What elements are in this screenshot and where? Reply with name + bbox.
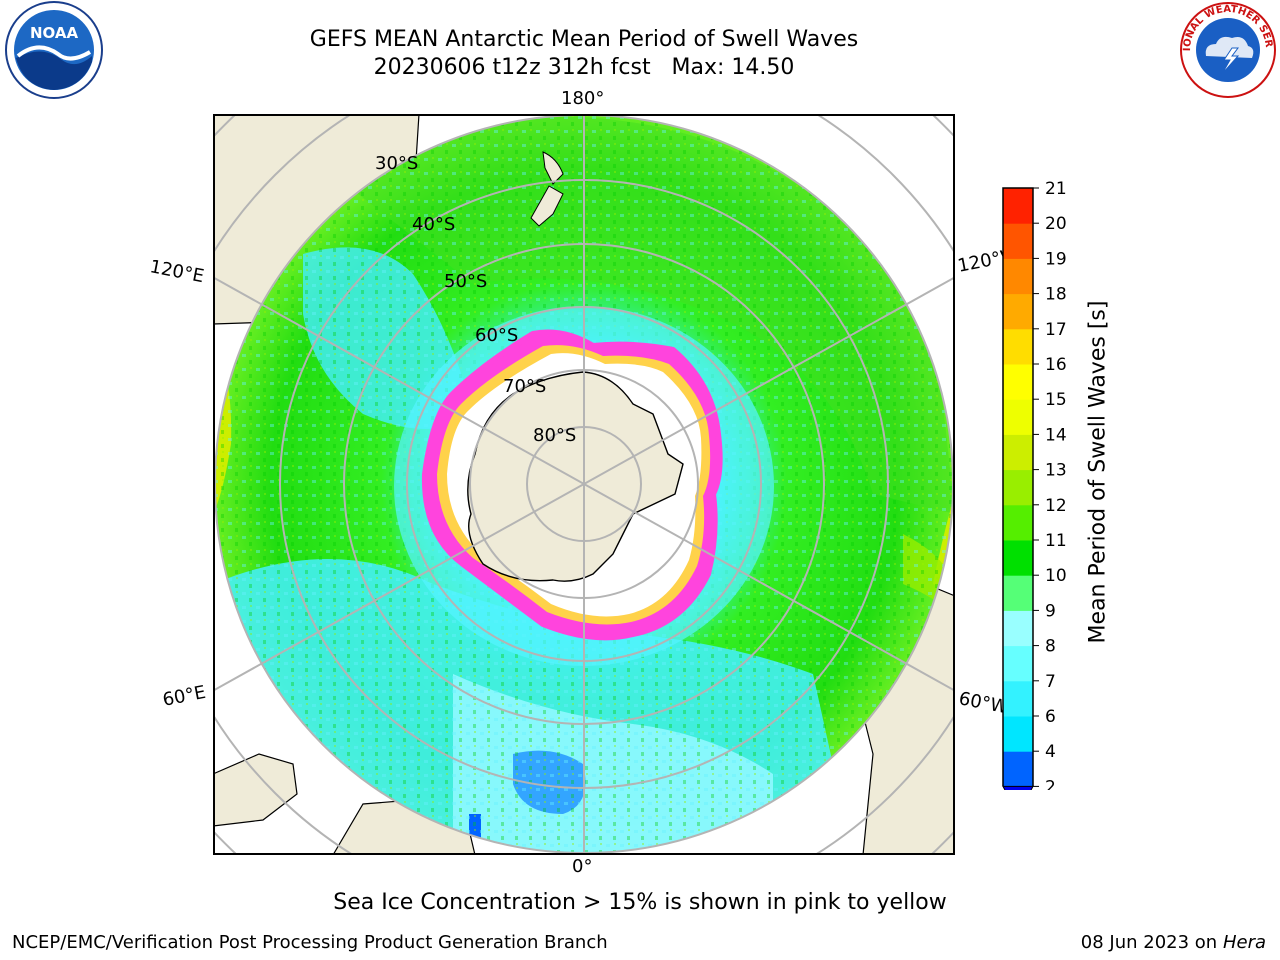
colorbar-segment	[1003, 364, 1033, 400]
colorbar-segment	[1003, 223, 1033, 259]
colorbar-tick-label: 13	[1045, 461, 1067, 481]
chart-title: GEFS MEAN Antarctic Mean Period of Swell…	[309, 27, 859, 52]
colorbar-segment	[1003, 540, 1033, 576]
colorbar-tick-label: 16	[1045, 355, 1067, 375]
colorbar-tick-label: 17	[1045, 320, 1067, 340]
colorbar-segment	[1003, 328, 1033, 365]
colorbar-frame	[1002, 187, 1034, 787]
lat-label-80s: 80°S	[533, 425, 576, 446]
colorbar-tick-label: 6	[1045, 707, 1056, 727]
lat-label-50s: 50°S	[444, 271, 487, 292]
chart-subtitle: 20230606 t12z 312h fcst Max: 14.50	[373, 55, 795, 80]
lat-label-60s: 60°S	[475, 325, 518, 346]
run-date: 08 Jun 2023 on Hera	[1080, 932, 1266, 953]
lon-label-60e: 60°E	[160, 681, 208, 711]
lat-label-40s: 40°S	[412, 214, 455, 235]
colorbar-segment	[1003, 188, 1033, 224]
colorbar-segment	[1003, 680, 1033, 717]
colorbar-tick-label: 21	[1045, 180, 1067, 199]
credit-text: NCEP/EMC/Verification Post Processing Pr…	[12, 932, 608, 953]
colorbar: 2 4 6 7 8 9 10 11 12 13 14 15 16 17 18 19 20 21	[1002, 180, 1067, 790]
colorbar-segment	[1003, 645, 1033, 682]
noaa-logo: NOAA	[5, 1, 103, 99]
colorbar-under-arrow	[1002, 785, 1034, 790]
colorbar-tick-label: 4	[1045, 742, 1056, 762]
colorbar-tick-label: 19	[1045, 249, 1067, 269]
colorbar-segment	[1003, 716, 1033, 752]
colorbar-tick-label: 8	[1045, 637, 1056, 657]
lon-label-180: 180°	[561, 88, 605, 109]
colorbar-segment	[1003, 258, 1033, 295]
colorbar-tick-label: 10	[1045, 566, 1067, 586]
colorbar-tick-label: 18	[1045, 285, 1067, 305]
colorbar-tick-label: 11	[1045, 531, 1067, 551]
colorbar-label: Mean Period of Swell Waves [s]	[1085, 300, 1111, 644]
colorbar-segment	[1003, 293, 1033, 330]
colorbar-segment	[1003, 610, 1033, 647]
colorbar-segment	[1003, 751, 1033, 787]
antarctica-land	[467, 371, 684, 582]
colorbar-tick-label: 12	[1045, 496, 1067, 516]
colorbar-segment	[1003, 469, 1033, 506]
lon-label-0: 0°	[572, 856, 593, 877]
colorbar-tick-label: 14	[1045, 425, 1067, 445]
noaa-logo-text: NOAA	[30, 24, 79, 42]
colorbar-tick-label: 15	[1045, 390, 1067, 410]
colorbar-segment	[1003, 504, 1033, 541]
colorbar-tick-label: 7	[1045, 672, 1056, 692]
colorbar-tick-label: 2	[1045, 777, 1056, 790]
colorbar-segment	[1003, 575, 1033, 611]
islands	[530, 151, 564, 227]
machine-name: Hera	[1222, 932, 1266, 953]
colorbar-tick-label: 20	[1045, 214, 1067, 234]
colorbar-tick-label: 9	[1045, 601, 1056, 621]
sea-ice-note: Sea Ice Concentration > 15% is shown in …	[333, 890, 947, 915]
nws-logo: NATIONAL WEATHER SERVICE	[1178, 0, 1276, 98]
colorbar-segment	[1003, 399, 1033, 435]
lon-label-120e: 120°E	[147, 256, 206, 288]
map-frame	[213, 114, 955, 855]
polar-map: 30°S 40°S 50°S 60°S 70°S 80°S	[213, 114, 955, 855]
lat-label-70s: 70°S	[503, 376, 546, 397]
colorbar-segment	[1003, 434, 1033, 471]
lat-label-30s: 30°S	[375, 153, 418, 174]
